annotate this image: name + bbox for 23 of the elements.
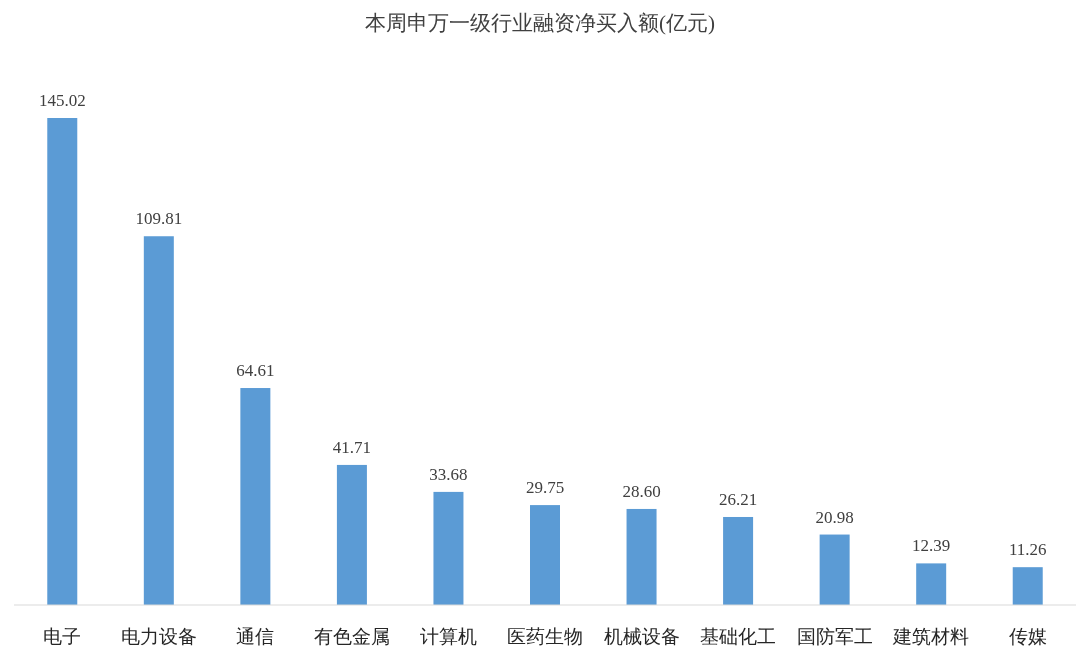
x-tick-label: 电子 — [43, 625, 82, 647]
data-label: 28.60 — [622, 481, 661, 501]
data-label: 29.75 — [525, 478, 565, 498]
chart-title: 本周申万一级行业融资净买入额(亿元) — [365, 11, 715, 35]
data-label: 145.02 — [38, 91, 86, 110]
data-label: 33.68 — [429, 464, 468, 484]
data-label: 64.61 — [236, 361, 275, 381]
x-tick-label: 建筑材料 — [892, 625, 970, 647]
x-tick-label: 机械设备 — [603, 625, 680, 647]
data-label: 11.26 — [1008, 540, 1047, 560]
x-tick-label: 医药生物 — [507, 625, 583, 647]
x-tick-label: 计算机 — [419, 625, 477, 647]
x-tick-label: 有色金属 — [313, 625, 390, 647]
data-label: 12.39 — [912, 536, 951, 556]
data-label: 109.81 — [135, 209, 183, 229]
data-label: 41.71 — [332, 437, 372, 457]
x-tick-label: 电力设备 — [120, 625, 197, 647]
x-tick-label: 通信 — [236, 625, 275, 647]
x-tick-label: 国防军工 — [796, 625, 873, 647]
x-tick-label: 基础化工 — [700, 625, 777, 647]
data-label: 26.21 — [718, 489, 758, 509]
data-label: 20.98 — [815, 507, 854, 527]
x-tick-label: 传媒 — [1008, 625, 1047, 647]
